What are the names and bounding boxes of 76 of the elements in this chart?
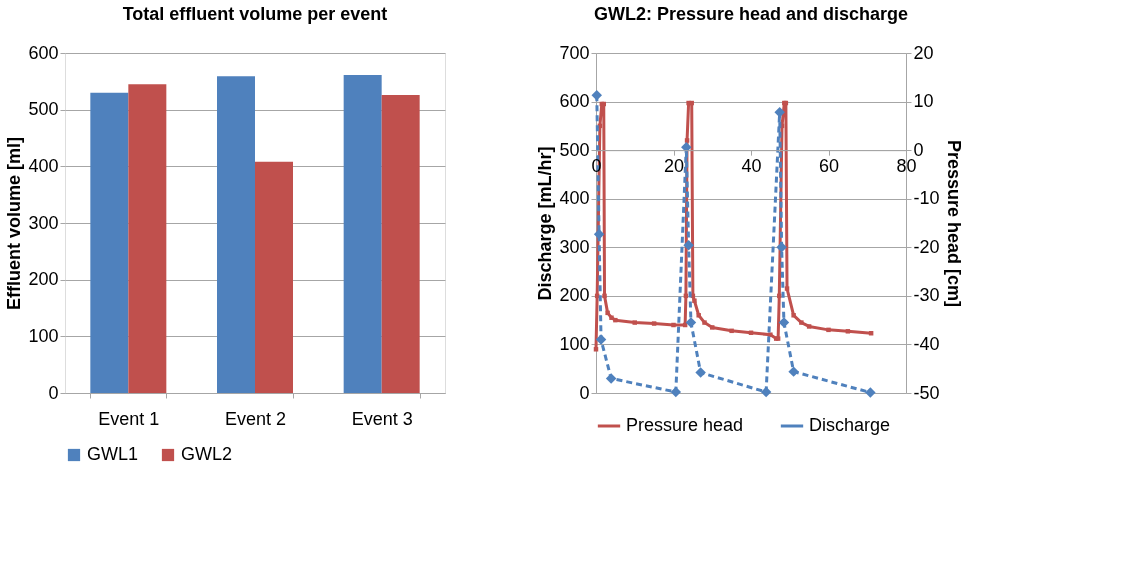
bar (255, 161, 293, 393)
y-tick-label: 400 (559, 188, 590, 209)
point (729, 328, 734, 334)
y-tick-label: 300 (559, 236, 590, 257)
y2-tick-label: -10 (913, 188, 940, 209)
point (768, 332, 773, 337)
legend-label: GWL2 (181, 444, 233, 464)
y-tick-label: 100 (559, 333, 590, 354)
y-axis-title: Discharge [mL/hr] (535, 146, 556, 301)
y-tick-label: 200 (559, 285, 590, 306)
point (865, 387, 876, 398)
bar (128, 84, 167, 393)
y2-tick-label: -20 (913, 236, 940, 257)
point (826, 327, 831, 333)
point (591, 90, 603, 101)
point (685, 317, 697, 328)
chart-title: Total effluent volume per event (122, 4, 388, 24)
y-tick-label: 0 (48, 382, 59, 403)
y-tick-label: 200 (28, 269, 59, 290)
y2-tick-label: 20 (913, 42, 934, 63)
point (696, 313, 701, 318)
point (605, 373, 617, 384)
point (695, 367, 706, 378)
point (683, 240, 694, 251)
y-tick-label: 600 (28, 42, 59, 63)
y2-tick-label: -30 (913, 285, 940, 306)
y2-tick-label: 10 (913, 91, 934, 112)
point (777, 293, 782, 299)
point (595, 334, 607, 345)
y-tick-label: 500 (28, 99, 59, 120)
point (605, 310, 610, 316)
point (651, 321, 657, 326)
y-tick-label: 500 (559, 139, 590, 160)
point (788, 366, 799, 377)
x-tick-label: 40 (741, 155, 762, 176)
point (684, 138, 690, 143)
y-tick-label: 300 (28, 212, 59, 233)
y-tick-label: 0 (579, 382, 590, 403)
point (613, 317, 618, 323)
point (776, 242, 787, 253)
bar (90, 92, 129, 393)
point (692, 298, 697, 303)
bar (217, 76, 255, 393)
point (702, 320, 707, 325)
y2-tick-label: -40 (913, 333, 940, 354)
legend-label: Discharge (809, 415, 891, 435)
point (671, 322, 676, 328)
point (778, 317, 790, 328)
x-tick-label: Event 1 (98, 408, 160, 429)
y-tick-label: 600 (559, 91, 590, 112)
y2-axis-title: Pressure head [cm] (943, 139, 964, 308)
x-tick-label: 20 (663, 155, 685, 176)
bar (381, 94, 420, 393)
point (602, 293, 607, 299)
point (681, 141, 692, 153)
bar (343, 75, 382, 393)
y-axis-title: Effluent volume [ml] (4, 136, 25, 311)
y2-tick-label: -50 (913, 382, 940, 403)
point (799, 320, 804, 325)
y-tick-label: 100 (28, 325, 59, 346)
y-tick-label: 700 (559, 42, 590, 63)
point (710, 325, 715, 330)
x-tick-label: Event 2 (224, 408, 287, 429)
y-tick-label: 400 (28, 155, 59, 176)
point (784, 286, 790, 291)
point (670, 386, 682, 398)
point (632, 320, 637, 325)
x-tick-label: Event 3 (351, 408, 413, 429)
point (845, 329, 851, 334)
legend-label: Pressure head (626, 415, 744, 435)
chart-title: GWL2: Pressure head and discharge (593, 4, 909, 24)
point (609, 315, 614, 320)
x-tick-label: 60 (818, 155, 840, 176)
point (806, 324, 812, 329)
legend-label: GWL1 (87, 444, 139, 464)
point (791, 313, 796, 318)
